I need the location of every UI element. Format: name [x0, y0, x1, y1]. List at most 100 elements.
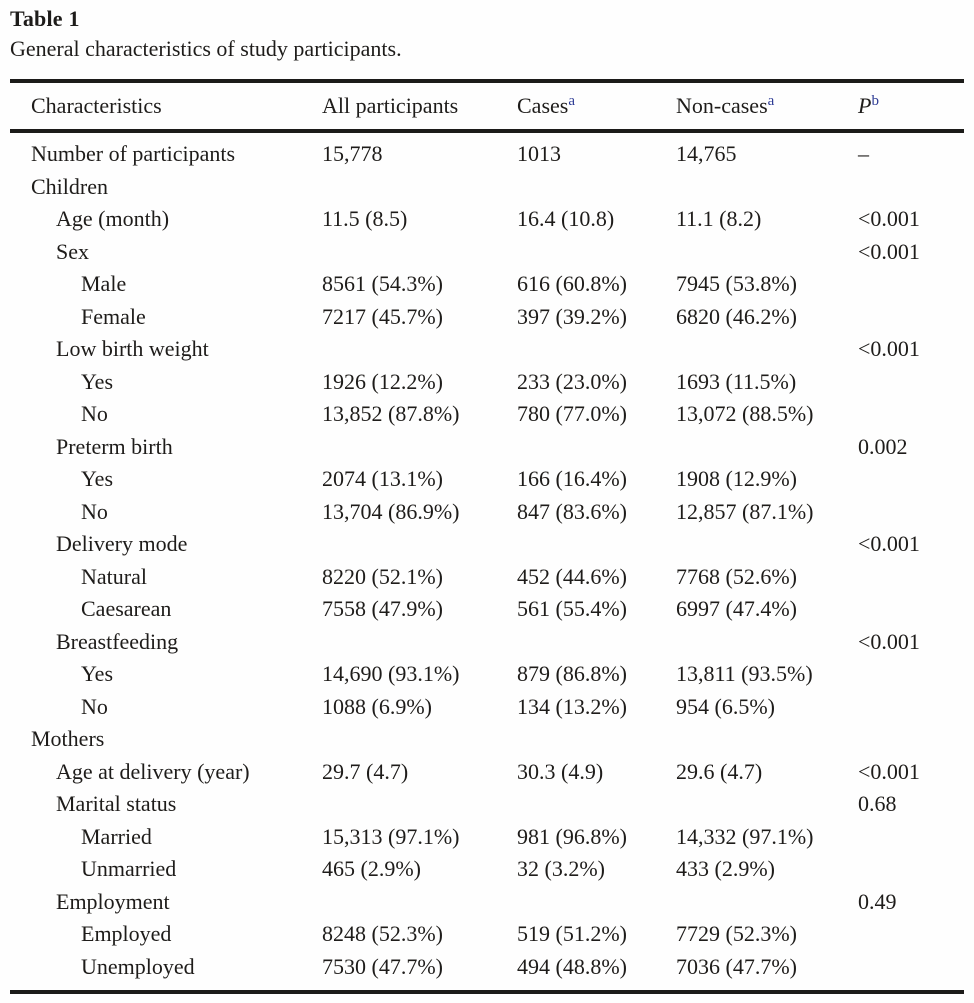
cell-p-value	[858, 301, 964, 334]
cell-cases	[517, 528, 676, 561]
cell-cases	[517, 171, 676, 204]
cell-cases: 30.3 (4.9)	[517, 758, 604, 784]
row-label: Sex	[56, 238, 89, 264]
table-row: Preterm birth 0.002	[31, 431, 964, 464]
cell-non-cases: 1908 (12.9%)	[676, 466, 797, 491]
cell-non-cases: 6820 (46.2%)	[676, 303, 797, 329]
cell-all-participants	[322, 528, 517, 561]
col-header-label: Characteristics	[31, 93, 162, 118]
cell-non-cases: 7036 (47.7%)	[676, 953, 797, 979]
row-label: Yes	[81, 368, 114, 394]
cell-non-cases	[676, 171, 858, 204]
cell-non-cases: 7768 (52.6%)	[676, 563, 797, 589]
cell-cases: 561 (55.4%)	[517, 596, 627, 621]
table-row: Female 7217 (45.7%) 397 (39.2%) 6820 (46.2%…	[31, 301, 964, 334]
cell-all-participants	[322, 333, 517, 366]
cell-all-participants: 8220 (52.1%)	[322, 563, 443, 589]
cell-p-value: <0.001	[858, 336, 920, 361]
table-row: Children	[31, 171, 964, 204]
cell-p-value	[858, 951, 964, 984]
row-label: No	[81, 401, 108, 426]
row-label: Number of participants	[31, 141, 236, 166]
table-row: Male 8561 (54.3%) 616 (60.8%) 7945 (53.8%)	[31, 268, 964, 301]
table-row: Employed 8248 (52.3%) 519 (51.2%) 7729 (52.…	[31, 918, 964, 951]
table-row: Age at delivery (year) 29.7 (4.7) 30.3 (4.…	[31, 756, 964, 789]
table-row: Natural 8220 (52.1%) 452 (44.6%) 7768 (52.6…	[31, 561, 964, 594]
row-label: Married	[81, 823, 152, 849]
cell-p-value: –	[858, 141, 869, 166]
row-label: Yes	[81, 466, 114, 491]
table-row: Number of participants 15,778 1013 14,765 –	[31, 138, 964, 171]
cell-p-value	[858, 268, 964, 301]
cell-non-cases: 12,857 (87.1%)	[676, 498, 814, 524]
cell-non-cases: 954 (6.5%)	[676, 693, 775, 719]
cell-p-value	[858, 691, 964, 724]
table-row: Married 15,313 (97.1%) 981 (96.8%) 14,332 (…	[31, 821, 964, 854]
cell-p-value	[858, 463, 964, 496]
cell-all-participants: 1926 (12.2%)	[322, 368, 443, 394]
cell-cases: 233 (23.0%)	[517, 368, 627, 394]
cell-non-cases: 1693 (11.5%)	[676, 368, 797, 394]
cell-cases: 32 (3.2%)	[517, 856, 605, 881]
table-row: Yes 1926 (12.2%) 233 (23.0%) 1693 (11.5%)	[31, 366, 964, 399]
cell-non-cases	[676, 528, 858, 561]
cell-all-participants: 7530 (47.7%)	[322, 953, 443, 979]
cell-non-cases	[676, 723, 858, 756]
col-header-characteristics: Characteristics	[31, 95, 322, 117]
col-header-non-cases: Non-casesa	[676, 94, 858, 117]
row-label: No	[81, 693, 108, 719]
cell-cases: 780 (77.0%)	[517, 401, 627, 426]
footnote-marker-a: a	[568, 93, 575, 109]
cell-p-value	[858, 918, 964, 951]
table-row: Employment 0.49	[31, 886, 964, 919]
table-row: Unemployed 7530 (47.7%) 494 (48.8%) 7036 (4…	[31, 951, 964, 984]
cell-all-participants: 13,704 (86.9%)	[322, 498, 460, 524]
cell-cases: 166 (16.4%)	[517, 466, 627, 491]
cell-cases: 519 (51.2%)	[517, 921, 627, 946]
cell-p-value	[858, 593, 964, 626]
table-row: Sex <0.001	[31, 236, 964, 269]
cell-non-cases	[676, 626, 858, 659]
cell-all-participants	[322, 171, 517, 204]
cell-all-participants	[322, 236, 517, 269]
col-header-label: Cases	[517, 93, 569, 118]
table-row: Caesarean 7558 (47.9%) 561 (55.4%) 6997 (47…	[31, 593, 964, 626]
cell-non-cases	[676, 788, 858, 821]
cell-p-value: <0.001	[858, 531, 920, 556]
table-row: Low birth weight <0.001	[31, 333, 964, 366]
cell-all-participants: 11.5 (8.5)	[322, 206, 408, 231]
row-label: Caesarean	[81, 596, 172, 621]
cell-cases	[517, 236, 676, 269]
cell-p-value: 0.002	[858, 433, 908, 459]
cell-all-participants: 2074 (13.1%)	[322, 466, 443, 491]
table-caption: General characteristics of study partici…	[10, 36, 402, 61]
cell-non-cases: 14,332 (97.1%)	[676, 823, 814, 849]
cell-p-value: <0.001	[858, 758, 920, 784]
row-label: Age at delivery (year)	[56, 758, 250, 784]
cell-p-value	[858, 496, 964, 529]
cell-cases: 981 (96.8%)	[517, 823, 627, 849]
cell-p-value	[858, 853, 964, 886]
cell-cases: 616 (60.8%)	[517, 271, 627, 296]
cell-all-participants: 13,852 (87.8%)	[322, 401, 460, 426]
table-row: Unmarried 465 (2.9%) 32 (3.2%) 433 (2.9%)	[31, 853, 964, 886]
cell-cases: 134 (13.2%)	[517, 693, 627, 719]
cell-all-participants: 15,778	[322, 141, 383, 166]
characteristics-table: Characteristics All participants Casesa …	[10, 79, 964, 994]
row-label: Children	[31, 173, 108, 199]
cell-p-value	[858, 398, 964, 431]
row-label: Unmarried	[81, 856, 177, 881]
table-row: Breastfeeding <0.001	[31, 626, 964, 659]
cell-cases: 879 (86.8%)	[517, 661, 627, 686]
cell-p-value	[858, 723, 964, 756]
cell-cases: 1013	[517, 141, 561, 166]
table-row: Yes 2074 (13.1%) 166 (16.4%) 1908 (12.9%)	[31, 463, 964, 496]
cell-cases: 16.4 (10.8)	[517, 206, 615, 231]
cell-all-participants	[322, 788, 517, 821]
row-label: Natural	[81, 563, 147, 589]
row-label: No	[81, 498, 108, 524]
cell-non-cases: 13,072 (88.5%)	[676, 401, 814, 426]
cell-non-cases: 7729 (52.3%)	[676, 921, 797, 946]
row-label: Yes	[81, 661, 114, 686]
